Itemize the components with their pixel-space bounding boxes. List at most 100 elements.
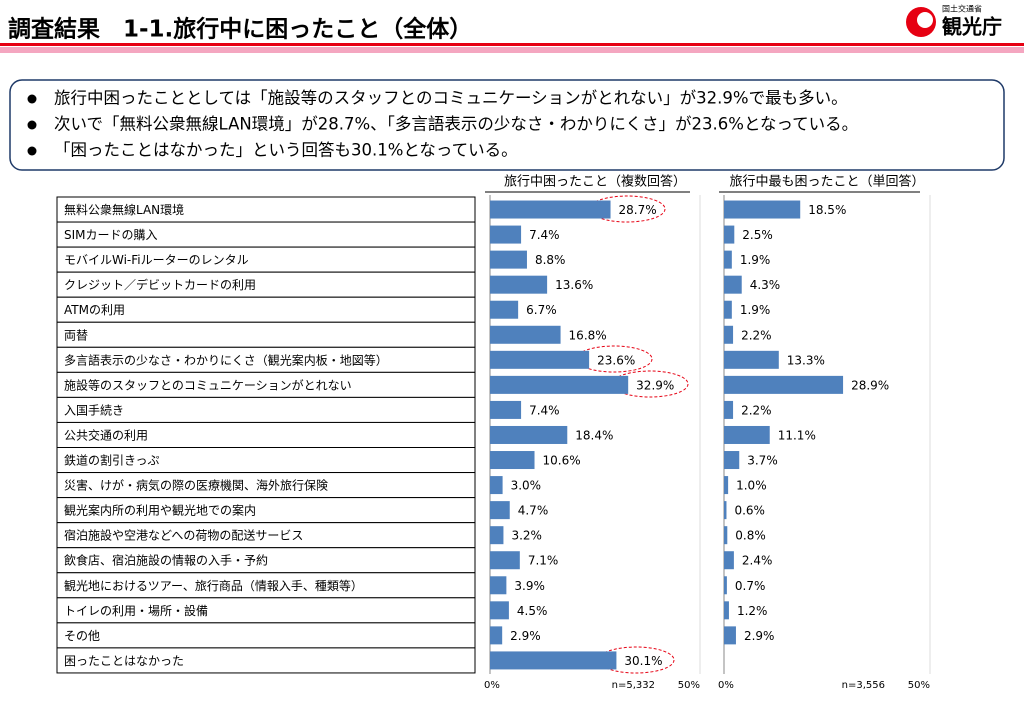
bar [724, 225, 735, 244]
category-cell [56, 572, 476, 599]
category-cell [56, 547, 476, 574]
bar [724, 400, 734, 419]
logo-small: 国土交通省 [942, 4, 982, 14]
value-label: 32.9% [636, 378, 674, 392]
category-label: その他 [64, 629, 100, 643]
value-label: 13.6% [555, 278, 593, 292]
sample-note: n=5,332 [612, 680, 655, 691]
category-label: 困ったことはなかった [64, 654, 184, 668]
bar [490, 425, 568, 444]
bar [724, 375, 844, 394]
value-label: 4.5% [517, 604, 548, 618]
bar [490, 250, 527, 269]
category-label: 多言語表示の少なさ・わかりにくさ（観光案内板・地図等） [64, 352, 388, 367]
slide-title: 調査結果 1-1.旅行中に困ったこと（全体） [8, 16, 472, 43]
logo-large: 観光庁 [942, 15, 1002, 39]
bar [724, 250, 732, 269]
highlight [588, 195, 666, 223]
bar [724, 501, 727, 520]
category-cell [56, 647, 476, 674]
value-label: 3.0% [511, 479, 541, 493]
value-label: 2.5% [742, 228, 773, 242]
category-label: ATMの利用 [64, 303, 125, 317]
chart-title: 旅行中最も困ったこと（単回答） [729, 174, 924, 190]
category-label: 観光地におけるツアー、旅行商品（情報入手、種類等） [64, 578, 363, 593]
bar [724, 526, 728, 545]
bullet-dot [27, 120, 37, 130]
value-label: 30.1% [624, 654, 662, 668]
bar [490, 200, 611, 219]
category-cell [56, 396, 476, 423]
value-label: 2.9% [744, 629, 775, 643]
category-label: トイレの利用・場所・設備 [64, 603, 208, 618]
category-cell [56, 296, 476, 323]
value-label: 28.7% [619, 203, 657, 217]
category-label: 入国手続き [64, 403, 124, 417]
value-label: 0.8% [735, 529, 766, 543]
bar [724, 300, 732, 319]
category-cell [56, 622, 476, 649]
value-label: 2.2% [741, 328, 772, 342]
bullet-text: 旅行中困ったこととしては「施設等のスタッフとのコミュニケーションがとれない」が3… [54, 89, 848, 108]
value-label: 18.5% [808, 203, 846, 217]
category-cell [56, 346, 476, 373]
bar [490, 325, 561, 344]
value-label: 8.8% [535, 253, 566, 267]
value-label: 3.9% [514, 579, 545, 593]
category-cell [56, 597, 476, 624]
value-label: 2.9% [510, 629, 541, 643]
bar [724, 626, 736, 645]
bar [490, 476, 503, 495]
category-label: 飲食店、宿泊施設の情報の入手・予約 [64, 553, 268, 568]
bar [490, 350, 590, 369]
bar [490, 400, 522, 419]
value-label: 1.0% [736, 479, 767, 493]
value-label: 28.9% [851, 378, 889, 392]
bar [490, 501, 510, 520]
value-label: 2.2% [741, 403, 772, 417]
bullet-dot [27, 146, 37, 156]
header-band [0, 47, 1024, 53]
value-label: 1.9% [740, 253, 771, 267]
category-label: 公共交通の利用 [64, 427, 148, 442]
value-label: 10.6% [543, 454, 581, 468]
bar [724, 576, 727, 595]
category-cell [56, 472, 476, 499]
value-label: 1.2% [737, 604, 768, 618]
bar [724, 325, 734, 344]
category-label: 無料公衆無線LAN環境 [64, 202, 184, 217]
bar [724, 425, 770, 444]
x-tick-label: 0% [484, 680, 500, 691]
bar [724, 451, 740, 470]
bar [724, 275, 742, 294]
value-label: 6.7% [526, 303, 557, 317]
value-label: 1.9% [740, 303, 771, 317]
bullet-text: 次いで「無料公衆無線LAN環境」が28.7%、「多言語表示の少なさ・わかりにくさ… [54, 115, 858, 134]
category-cell [56, 196, 476, 223]
category-label: 宿泊施設や空港などへの荷物の配送サービス [64, 528, 303, 543]
bar [490, 275, 548, 294]
highlight [575, 345, 653, 373]
x-tick-label: 50% [678, 680, 700, 691]
bar [490, 651, 617, 670]
value-label: 7.4% [529, 228, 560, 242]
bar [724, 551, 734, 570]
value-label: 4.3% [750, 278, 781, 292]
bullet-text: 「困ったことはなかった」という回答も30.1%となっている。 [54, 141, 518, 160]
x-tick-label: 0% [718, 680, 734, 691]
category-label: SIMカードの購入 [64, 228, 158, 242]
value-label: 7.1% [528, 554, 559, 568]
value-label: 18.4% [575, 428, 613, 442]
bar [490, 601, 509, 620]
summary-box [9, 79, 1005, 171]
value-label: 0.7% [735, 579, 766, 593]
bar [490, 451, 535, 470]
value-label: 2.4% [742, 554, 773, 568]
category-label: 災害、けが・病気の際の医療機関、海外旅行保険 [64, 478, 328, 493]
category-label: 観光案内所の利用や観光地での案内 [64, 503, 256, 518]
bar [490, 626, 503, 645]
category-label: モバイルWi-Fiルーターのレンタル [64, 253, 249, 267]
value-label: 23.6% [597, 353, 635, 367]
header-line [0, 43, 1024, 46]
